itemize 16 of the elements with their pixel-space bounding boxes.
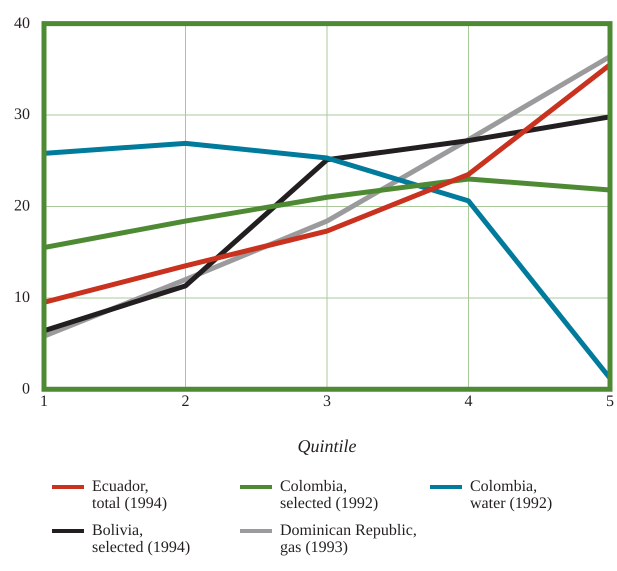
legend-label: Colombia, water (1992) [470, 478, 552, 512]
x-tick-label: 3 [323, 393, 331, 410]
y-tick-label: 20 [14, 198, 30, 215]
y-tick-label: 10 [14, 289, 30, 306]
x-tick-label: 1 [40, 393, 48, 410]
legend-label: Colombia, selected (1992) [280, 478, 378, 512]
x-tick-label: 5 [606, 393, 614, 410]
y-tick-label: 40 [14, 14, 30, 32]
legend-label: Ecuador, total (1994) [92, 478, 168, 512]
legend-label: Bolivia, selected (1994) [92, 522, 190, 556]
x-axis-title: Quintile [298, 436, 357, 456]
x-tick-label: 2 [182, 393, 190, 410]
legend-label: Dominican Republic, gas (1993) [280, 522, 417, 556]
y-tick-label: 0 [22, 380, 30, 398]
x-tick-label: 4 [464, 393, 472, 410]
y-tick-label: 30 [14, 106, 30, 124]
